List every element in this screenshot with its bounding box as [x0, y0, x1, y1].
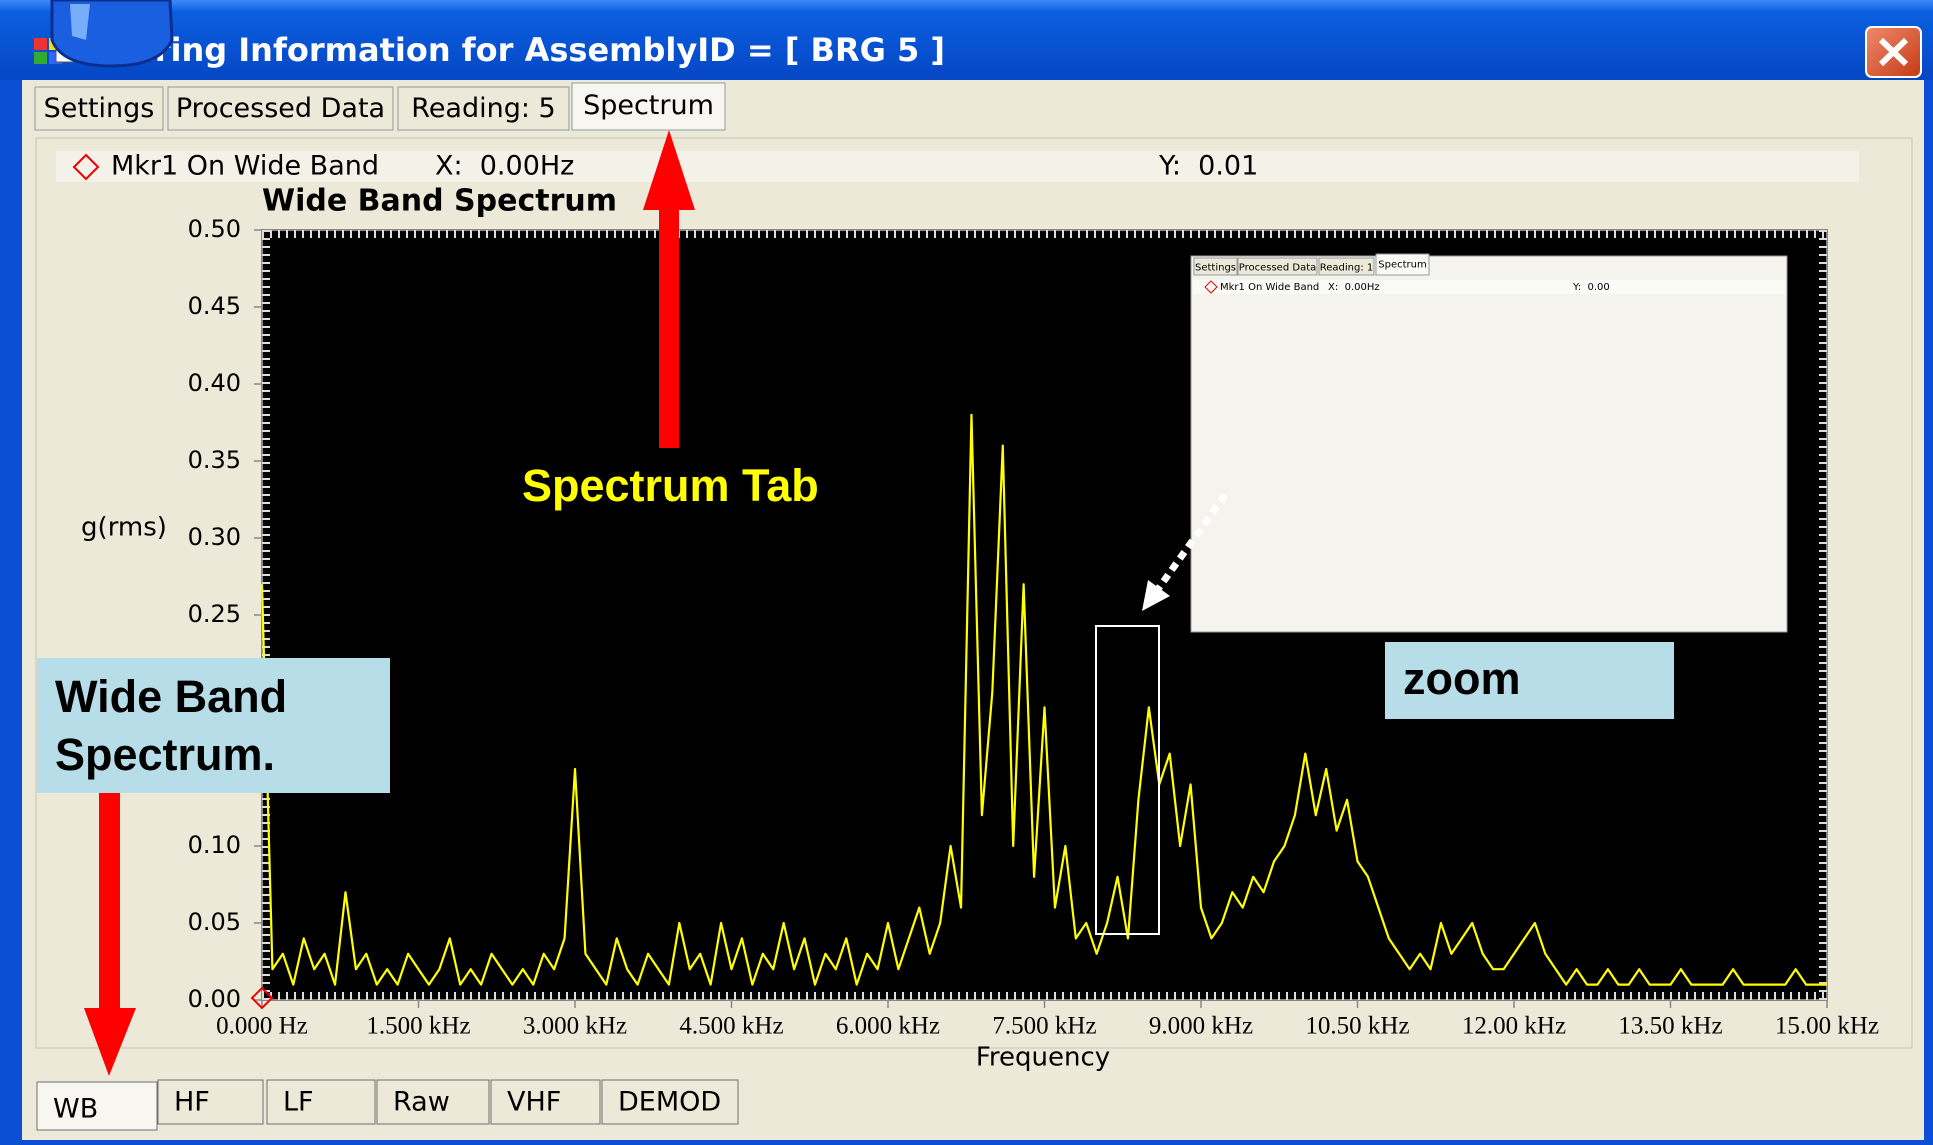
x-tick-label: 15.00 kHz [1775, 1013, 1879, 1040]
y-tick-label: 0.30 [188, 523, 241, 551]
tab-label[interactable]: Settings [44, 93, 155, 124]
y-tick-label: 0.05 [188, 908, 241, 936]
x-tick-label: 1.500 kHz [366, 1013, 470, 1040]
x-tick-label: 6.000 kHz [836, 1013, 940, 1040]
x-tick-label: 12.00 kHz [1462, 1013, 1566, 1040]
tab-label[interactable]: Settings [1195, 263, 1236, 274]
zoom-label: zoom [1403, 653, 1521, 704]
tab-label[interactable]: Reading: 1 [1320, 263, 1374, 274]
x-tick-label: 9.000 kHz [1149, 1013, 1253, 1040]
bottom-tab[interactable]: LF [267, 1080, 375, 1124]
tab[interactable]: Settings [1194, 258, 1237, 275]
bottom-tab[interactable]: Raw [377, 1080, 489, 1124]
x-tick-label: 13.50 kHz [1618, 1013, 1722, 1040]
screenshot: Bearing Information for AssemblyID = [ B… [0, 0, 1933, 1145]
x-tick-label: 4.500 kHz [679, 1013, 783, 1040]
spectrum-tab-label: Spectrum Tab [522, 460, 819, 511]
bottom-tab[interactable]: DEMOD [602, 1080, 738, 1124]
y-tick-label: 0.25 [188, 600, 241, 628]
tab[interactable]: Reading: 5 [398, 87, 569, 130]
window-title: Bearing Information for AssemblyID = [ B… [87, 31, 945, 69]
bottom-tab-label[interactable]: DEMOD [618, 1087, 721, 1118]
bottom-tab-label[interactable]: LF [283, 1087, 314, 1118]
y-axis-label: g(rms) [81, 513, 167, 543]
tab-label[interactable]: Spectrum [1378, 260, 1426, 271]
y-tick-label: 0.40 [188, 369, 241, 397]
y-tick-label: 0.50 [188, 215, 241, 243]
y-tick-label: 0.00 [188, 985, 241, 1013]
tab-label[interactable]: Reading: 5 [411, 93, 555, 124]
window: Bearing Information for AssemblyID = [ B… [0, 0, 1933, 1145]
inset-marker-x: X: 0.00Hz [1328, 282, 1380, 293]
chart-title: Wide Band Spectrum [262, 184, 617, 219]
close-button[interactable] [1866, 27, 1921, 77]
x-tick-label: 10.50 kHz [1305, 1013, 1409, 1040]
bottom-tab-label[interactable]: VHF [507, 1087, 561, 1118]
x-axis-label: Frequency [976, 1043, 1110, 1073]
marker-name: Mkr1 On Wide Band [111, 151, 379, 182]
bottom-tab[interactable]: HF [158, 1080, 263, 1124]
tab-label[interactable]: Processed Data [176, 93, 385, 124]
x-tick-label: 7.500 kHz [992, 1013, 1096, 1040]
y-tick-label: 0.10 [188, 831, 241, 859]
marker-y: Y: 0.01 [1158, 151, 1258, 182]
tab[interactable]: Spectrum [572, 83, 725, 130]
tab[interactable]: Reading: 1 [1319, 258, 1374, 275]
inset-marker-y: Y: 0.00 [1572, 282, 1610, 293]
wide-band-label: Wide Band Spectrum. [37, 658, 390, 793]
bottom-tab-label[interactable]: HF [174, 1087, 210, 1118]
bottom-tab[interactable]: WB [37, 1082, 157, 1130]
bottom-tab-label[interactable]: Raw [393, 1087, 450, 1118]
tab-label[interactable]: Spectrum [583, 90, 714, 121]
y-tick-label: 0.45 [188, 292, 241, 320]
inset-panel [1191, 256, 1787, 632]
x-tick-label: 3.000 kHz [523, 1013, 627, 1040]
tab[interactable]: Settings [35, 87, 163, 130]
overlay-icon [52, 0, 172, 66]
tab-label[interactable]: Processed Data [1239, 263, 1317, 274]
bottom-tab-label[interactable]: WB [53, 1094, 98, 1125]
y-tick-label: 0.35 [188, 446, 241, 474]
tab[interactable]: Processed Data [1238, 258, 1317, 275]
inset-marker-name: Mkr1 On Wide Band [1220, 282, 1319, 293]
bottom-tab[interactable]: VHF [491, 1080, 600, 1124]
tab[interactable]: Spectrum [1376, 254, 1429, 275]
marker-x: X: 0.00Hz [435, 151, 574, 182]
x-tick-label: 0.000 Hz [216, 1013, 308, 1040]
tab[interactable]: Processed Data [168, 87, 393, 130]
